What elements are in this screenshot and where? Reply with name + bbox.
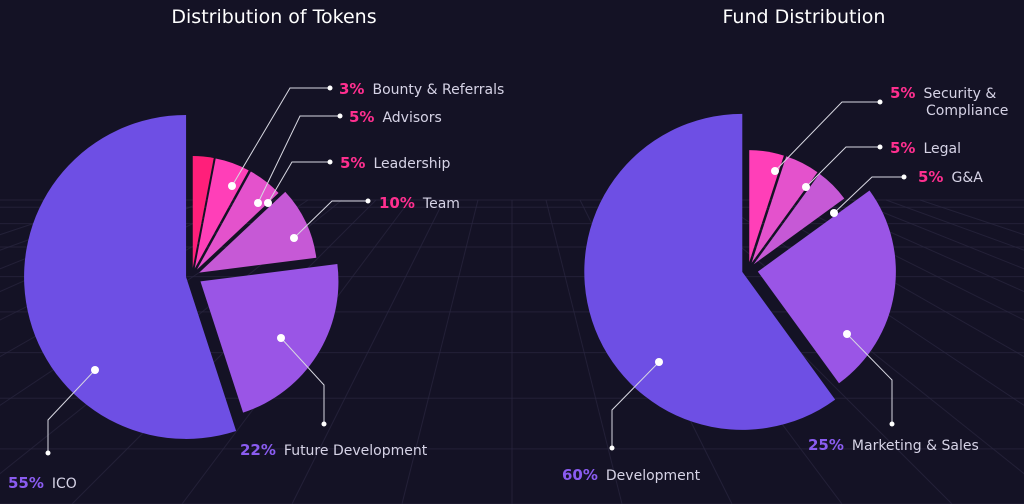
grid-line [851,199,1024,270]
tokens-marker-ico [91,366,99,374]
tokens-value-label-ico: 55% [8,474,44,492]
fund-slice-legal [751,156,818,263]
fund-marker-development [655,358,663,366]
tokens-leader-bounty-and-referrals [231,87,330,187]
tokens-slice-future-development [200,264,339,413]
tokens-leader-end-bounty-and-referrals [327,85,333,91]
fund-value-label-legal: 5% [890,139,915,157]
tokens-leader-ico [47,369,96,453]
tokens-chart-title: Distribution of Tokens [171,6,376,28]
tokens-leader-end-leadership [327,159,333,165]
fund-category-label-security-and-compliance: Security & [923,86,996,102]
tokens-label-ico: 55% ICO [8,474,77,492]
fund-slice-ganda [753,173,845,265]
fund-value-label-development: 60% [562,466,598,484]
tokens-leader-end-advisors [337,113,343,119]
tokens-slice-team [199,191,317,273]
tokens-marker-advisors [254,199,262,207]
tokens-leader-end-team [365,198,371,204]
fund-label-legal: 5% Legal [890,139,961,157]
fund-slice-development [584,113,836,430]
fund-value-label-marketing-and-sales: 25% [808,436,844,454]
tokens-slice-ico [24,114,237,439]
grid-line [919,199,1024,236]
grid-line [291,199,445,504]
fund-leader-end-ganda [901,174,907,180]
tokens-slice-bounty-and-referrals [192,156,214,269]
tokens-value-label-advisors: 5% [349,108,374,126]
fund-leader-development [611,361,660,448]
fund-slice-security-and-compliance [749,150,784,263]
grid-line [401,199,479,504]
fund-marker-ganda [830,209,838,217]
tokens-label-leadership: 5% Leadership [340,154,451,172]
fund-category-label-legal: Legal [923,141,961,157]
fund-marker-legal [802,183,810,191]
tokens-category-label-advisors: Advisors [382,110,441,126]
fund-leader-end-legal [877,144,883,150]
tokens-leader-future-development [280,337,325,424]
fund-label-security-and-compliance: 5% Security & Compliance [890,84,1008,119]
fund-value-label-ganda: 5% [918,168,943,186]
tokens-leader-team [293,200,368,239]
fund-value-label-security-and-compliance: 5% [890,84,915,102]
fund-label-ganda: 5% G&A [918,168,983,186]
fund-pie-chart: Fund Distribution 5% Security & Compliance… [562,6,1008,484]
tokens-value-label-team: 10% [379,194,415,212]
tokens-label-future-development: 22% Future Development [240,441,428,459]
fund-leader-end-security-and-compliance [877,99,883,105]
fund-marker-marketing-and-sales [843,330,851,338]
tokens-category-label-ico: ICO [52,476,77,492]
tokens-pie-slices [24,114,339,439]
tokens-value-label-leadership: 5% [340,154,365,172]
fund-label-development: 60% Development [562,466,701,484]
fund-leader-security-and-compliance [774,101,880,172]
tokens-marker-team [290,234,298,242]
tokens-category-label-team: Team [422,196,460,212]
fund-label-marketing-and-sales: 25% Marketing & Sales [808,436,979,454]
tokens-pie-labels: 3% Bounty & Referrals 5% Advisors 5% Leadersh… [8,80,504,492]
fund-category-label-ganda: G&A [951,170,983,186]
fund-leader-marketing-and-sales [846,333,893,424]
tokens-pie-chart: Distribution of Tokens 3% Bounty & Referr… [8,6,504,492]
fund-leader-legal [805,146,880,188]
fund-leader-end-development [609,445,615,451]
tokens-marker-bounty-and-referrals [228,182,236,190]
grid-line [681,199,1024,475]
tokens-label-team: 10% Team [379,194,460,212]
fund-category-label-marketing-and-sales: Marketing & Sales [852,438,979,454]
tokens-category-label-leadership: Leadership [373,156,450,172]
tokens-label-advisors: 5% Advisors [349,108,442,126]
tokens-marker-future-development [277,334,285,342]
tokens-marker-leadership [264,199,272,207]
fund-pie-slices [584,113,896,430]
tokens-leader-end-future-development [321,421,327,427]
tokens-category-label-bounty-and-referrals: Bounty & Referrals [372,82,504,98]
grid-line [545,199,623,504]
grid-line [817,199,1024,293]
tokens-slice-leadership [196,171,279,270]
tokens-label-bounty-and-referrals: 3% Bounty & Referrals [339,80,504,98]
tokens-category-label-future-development: Future Development [284,443,428,459]
tokens-leader-leadership [267,161,330,204]
tokens-value-label-future-development: 22% [240,441,276,459]
fund-pie-labels: 5% Security & Compliance 5% Legal 5% G&A 25% Mar… [562,84,1008,484]
tokens-leader-end-ico [45,450,51,456]
fund-category-label-development: Development [606,468,701,484]
fund-slice-marketing-and-sales [757,190,896,384]
fund-leader-ganda [833,176,904,214]
fund-category-label-security-and-compliance-2: Compliance [926,103,1008,119]
fund-chart-title: Fund Distribution [723,6,886,28]
fund-marker-security-and-compliance [771,167,779,175]
fund-leader-end-marketing-and-sales [889,421,895,427]
tokens-leader-advisors [257,115,340,204]
tokens-value-label-bounty-and-referrals: 3% [339,80,364,98]
